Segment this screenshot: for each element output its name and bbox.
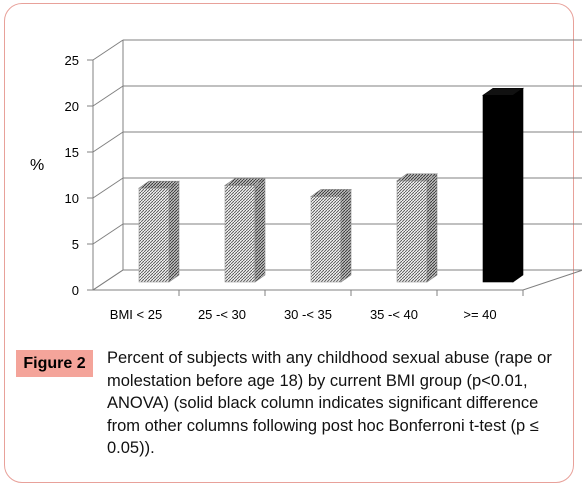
bar-front bbox=[224, 185, 256, 283]
floor bbox=[91, 269, 582, 291]
bar-front bbox=[138, 187, 170, 283]
y-tick-label: 25 bbox=[65, 53, 79, 68]
bar-front bbox=[310, 196, 342, 283]
x-tick-label: >= 40 bbox=[463, 307, 496, 322]
bar-top bbox=[396, 173, 438, 182]
bar-front bbox=[396, 180, 428, 283]
tick-labels: 0 5 10 15 20 25 BMI < 25 25 -< 30 30 -< 35 35 -< … bbox=[65, 53, 497, 322]
bar-side bbox=[254, 177, 266, 283]
x-tick-label: BMI < 25 bbox=[110, 307, 162, 322]
y-tick-label: 5 bbox=[72, 237, 79, 252]
bar-side bbox=[512, 87, 524, 283]
bar bbox=[396, 173, 438, 283]
bar-chart: 0 5 10 15 20 25 BMI < 25 25 -< 30 30 -< 35 35 -< … bbox=[30, 39, 582, 322]
bars bbox=[138, 87, 524, 283]
figure-frame bbox=[4, 3, 574, 483]
bar-top bbox=[310, 189, 352, 197]
figure-label: Figure 2 bbox=[16, 350, 93, 377]
bar-side bbox=[168, 180, 180, 283]
bar-top bbox=[138, 180, 180, 189]
x-tick-label: 35 -< 40 bbox=[370, 307, 418, 322]
bar-front bbox=[482, 94, 514, 283]
axes bbox=[87, 40, 582, 296]
y-tick-label: 15 bbox=[65, 145, 79, 160]
bar-top bbox=[482, 87, 524, 96]
bar-side bbox=[426, 173, 438, 283]
bar bbox=[310, 188, 352, 283]
gridline-side bbox=[92, 131, 124, 153]
y-tick-label: 10 bbox=[65, 191, 79, 206]
gridline-side bbox=[92, 39, 124, 61]
bar-side bbox=[340, 188, 352, 283]
figure-caption: Percent of subjects with any childhood s… bbox=[107, 349, 552, 457]
gridline-side bbox=[92, 177, 124, 199]
bar bbox=[482, 87, 524, 283]
y-tick-label: 0 bbox=[72, 283, 79, 298]
bar bbox=[224, 177, 266, 283]
x-tick-label: 30 -< 35 bbox=[284, 307, 332, 322]
y-axis-label: % bbox=[30, 157, 44, 174]
bar bbox=[138, 180, 180, 283]
x-tick-label: 25 -< 30 bbox=[198, 307, 246, 322]
y-tick-label: 20 bbox=[65, 99, 79, 114]
gridline-side bbox=[92, 223, 124, 245]
bar-top bbox=[224, 178, 266, 186]
gridline-side bbox=[92, 85, 124, 107]
